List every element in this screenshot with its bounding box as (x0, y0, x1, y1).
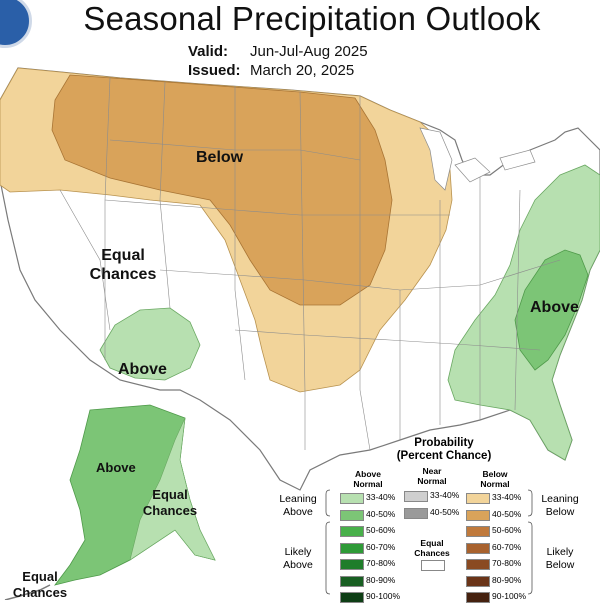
label-above-southwest: Above (118, 361, 167, 378)
label-above-alaska: Above (96, 460, 136, 475)
legend-near-header: Near Normal (417, 466, 447, 486)
issued-value: March 20, 2025 (250, 62, 355, 79)
legend-above-swatch-3 (340, 542, 364, 554)
legend-below-swatch-0 (466, 493, 490, 504)
above-east-40-50-region (514, 249, 589, 371)
legend-below-swatch-1 (466, 509, 490, 521)
legend-below-swatch-6 (466, 592, 490, 603)
legend-equal-chances-label: Equal Chances (414, 538, 450, 558)
legend-leaning-below: Leaning Below (541, 493, 579, 518)
legend-equal-chances-swatch (421, 560, 445, 571)
legend-below-swatch-3 (466, 542, 490, 554)
legend-leaning-above: Leaning Above (279, 493, 317, 518)
legend-above-swatch-4 (340, 559, 364, 570)
label-above-east: Above (530, 299, 579, 316)
legend-above-swatch-2 (340, 526, 364, 537)
legend-below-swatch-2 (466, 526, 490, 537)
great-lakes (419, 127, 536, 191)
legend-near-label-1: 40-50% (430, 507, 460, 517)
legend-below-swatch-5 (466, 575, 490, 587)
legend-below-label-2: 50-60% (492, 525, 522, 535)
legend-title: Probability (Percent Chance) (396, 437, 492, 462)
legend-below-label-3: 60-70% (492, 541, 522, 552)
legend-above-label-1: 40-50% (366, 508, 396, 519)
above-southwest-region (99, 307, 201, 381)
issued-line: Issued: March 20, 2025 (188, 62, 354, 79)
label-equal-aleutians: Equal Chances (12, 569, 68, 600)
state-boundaries (59, 77, 561, 451)
legend-above-label-0: 33-40% (366, 492, 396, 502)
legend-above-label-6: 90-100% (366, 591, 401, 601)
legend-above-header: Above Normal (353, 469, 383, 489)
legend-below-label-0: 33-40% (492, 492, 522, 502)
page-title: Seasonal Precipitation Outlook (83, 0, 541, 37)
issued-label: Issued: (188, 62, 241, 79)
label-equal-west: Equal Chances (89, 247, 157, 283)
legend-above-swatch-6 (340, 592, 364, 603)
below-40-50-region (51, 74, 393, 306)
legend-below-label-5: 80-90% (492, 574, 522, 585)
aleutian-islands (4, 584, 51, 600)
label-below: Below (196, 149, 244, 166)
legend-near-swatch-1 (404, 508, 428, 519)
legend-above-swatch-1 (340, 509, 364, 521)
legend-below-label-1: 40-50% (492, 508, 522, 519)
valid-value: Jun-Jul-Aug 2025 (250, 43, 368, 60)
legend-below-header: Below Normal (480, 469, 510, 489)
legend-above-label-3: 60-70% (366, 541, 396, 552)
valid-label: Valid: (188, 43, 229, 60)
legend-below-swatch-4 (466, 559, 490, 570)
legend-above-swatch-0 (340, 493, 364, 504)
valid-line: Valid: Jun-Jul-Aug 2025 (188, 43, 368, 60)
alaska-equal-chances (129, 417, 216, 561)
legend-above-swatch-5 (340, 575, 364, 587)
legend-below-label-4: 70-80% (492, 558, 522, 568)
legend-near-label-0: 33-40% (430, 490, 460, 500)
legend-above-label-4: 70-80% (366, 558, 396, 568)
legend-above-label-2: 50-60% (366, 525, 396, 535)
label-equal-alaska: Equal Chances (142, 487, 198, 518)
legend-below-label-6: 90-100% (492, 591, 527, 601)
legend-above-label-5: 80-90% (366, 574, 396, 585)
legend-near-swatch-0 (404, 491, 428, 502)
legend-likely-below: Likely Below (545, 546, 575, 571)
legend-likely-above: Likely Above (283, 546, 313, 571)
